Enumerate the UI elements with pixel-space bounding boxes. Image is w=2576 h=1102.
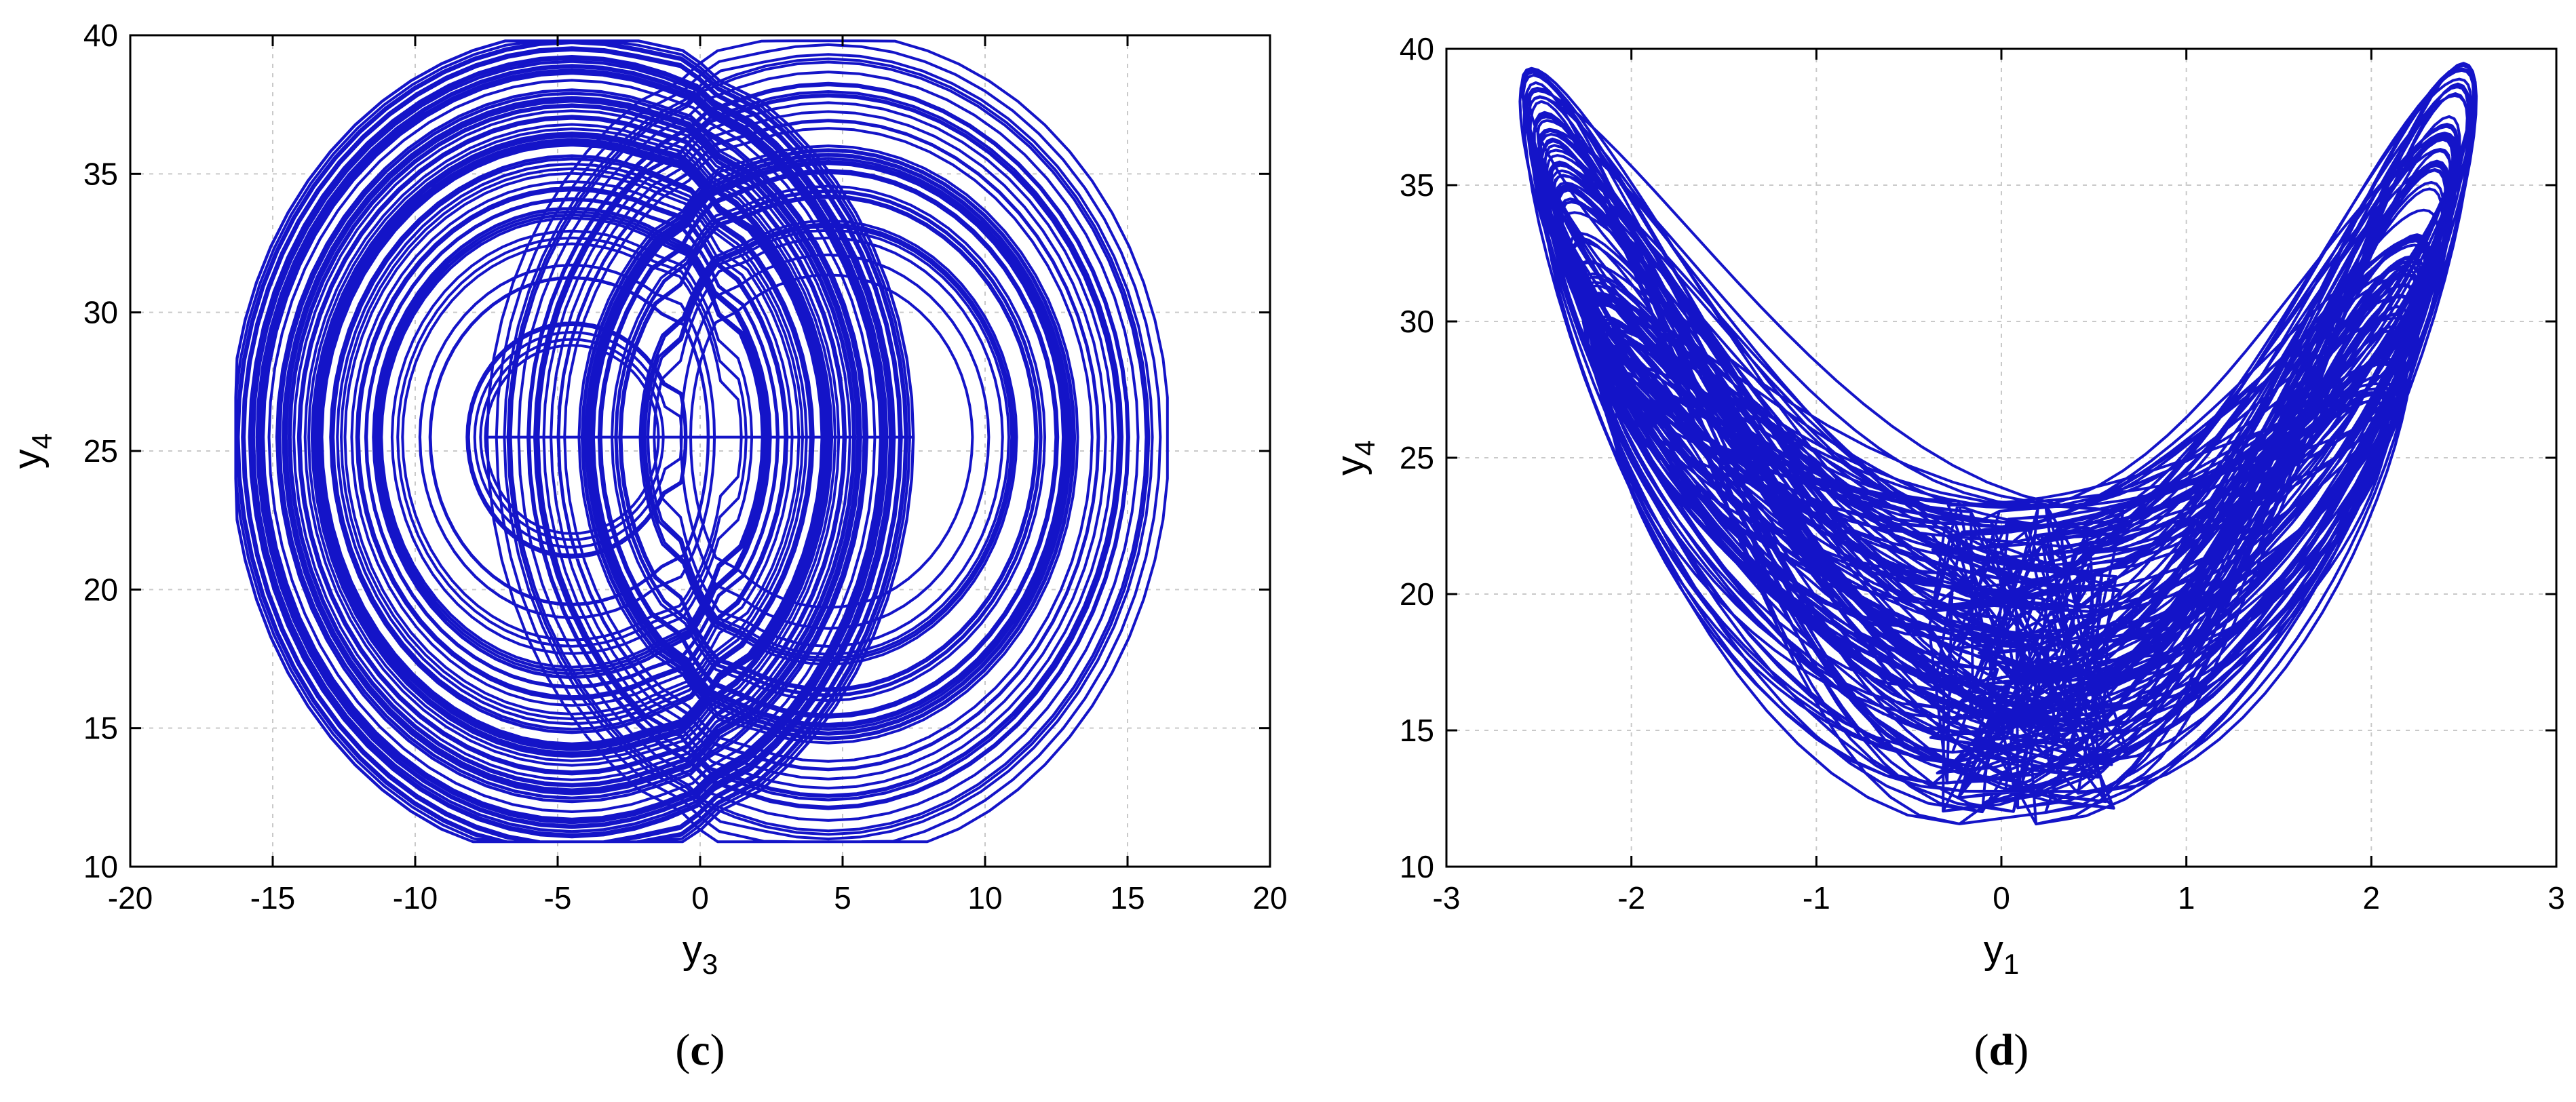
y-tick-label: 30 bbox=[1400, 304, 1434, 339]
y-tick-label: 25 bbox=[83, 433, 118, 469]
y-tick-label: 40 bbox=[1400, 31, 1434, 66]
y-tick-label: 15 bbox=[1400, 713, 1434, 748]
x-tick-label: 20 bbox=[1252, 880, 1287, 916]
x-tick-label: 1 bbox=[2178, 880, 2195, 916]
x-tick-label: 0 bbox=[691, 880, 709, 916]
y-tick-label: 35 bbox=[1400, 168, 1434, 203]
x-tick-label: -2 bbox=[1617, 880, 1645, 916]
y-axis-label: y4 bbox=[1328, 440, 1381, 475]
y-tick-label: 10 bbox=[83, 849, 118, 884]
y-tick-label: 25 bbox=[1400, 440, 1434, 475]
x-tick-label: -10 bbox=[393, 880, 438, 916]
x-tick-label: 2 bbox=[2363, 880, 2381, 916]
y-axis-label: y4 bbox=[5, 433, 58, 469]
y-tick-label: 15 bbox=[83, 711, 118, 746]
y-tick-label: 20 bbox=[1400, 576, 1434, 612]
y-tick-label: 20 bbox=[83, 572, 118, 607]
panel-caption: (c) bbox=[675, 1025, 725, 1075]
x-axis-label: y1 bbox=[1984, 928, 2019, 980]
y-tick-label: 30 bbox=[83, 295, 118, 330]
x-tick-label: -15 bbox=[250, 880, 295, 916]
x-tick-label: -20 bbox=[108, 880, 153, 916]
panel-caption: (d) bbox=[1974, 1025, 2029, 1075]
y-tick-label: 35 bbox=[83, 156, 118, 191]
x-tick-label: 15 bbox=[1110, 880, 1145, 916]
x-tick-label: 10 bbox=[967, 880, 1002, 916]
x-tick-label: -1 bbox=[1803, 880, 1830, 916]
chart-panel-d: -3 -2 -1 0 1 2 3 10 15 20 25 30 35 40 y1 y4 (d) bbox=[1328, 31, 2565, 1075]
x-tick-label: 0 bbox=[1993, 880, 2010, 916]
x-tick-label: 3 bbox=[2548, 880, 2565, 916]
y-tick-label: 10 bbox=[1400, 849, 1434, 884]
series-line bbox=[234, 39, 1169, 844]
chart-panel-c: -20 -15 -10 -5 0 5 10 15 20 10 15 20 25 30 35 40 y3 y4 (c) bbox=[5, 18, 1288, 1075]
y-tick-label: 40 bbox=[83, 18, 118, 53]
x-tick-label: -5 bbox=[544, 880, 572, 916]
x-axis-label: y3 bbox=[683, 928, 718, 980]
x-tick-label: -3 bbox=[1433, 880, 1461, 916]
series-line bbox=[1518, 62, 2478, 826]
x-tick-label: 5 bbox=[834, 880, 851, 916]
